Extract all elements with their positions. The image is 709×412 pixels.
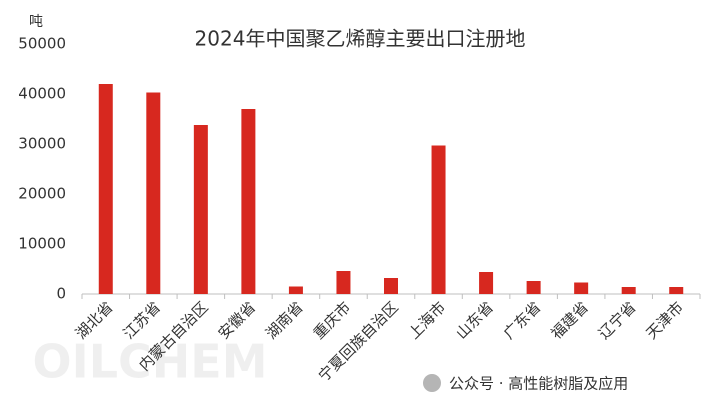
chart-title: 2024年中国聚乙烯醇主要出口注册地 <box>195 27 526 51</box>
bar <box>193 125 208 294</box>
wechat-icon <box>423 374 441 392</box>
bar <box>431 145 446 294</box>
y-tick-label: 30000 <box>18 135 66 153</box>
bar <box>621 287 636 294</box>
footer-note: 公众号 · 高性能树脂及应用 <box>449 375 628 393</box>
y-axis-label: 吨 <box>29 14 43 30</box>
bar <box>288 286 303 294</box>
watermark: OILCHEM <box>33 335 268 389</box>
bar <box>669 287 684 294</box>
x-tick-label: 上海市 <box>405 298 450 343</box>
x-tick-label: 山东省 <box>452 298 497 343</box>
y-tick-label: 20000 <box>18 185 66 203</box>
y-tick-label: 40000 <box>18 85 66 103</box>
x-tick-label: 重庆市 <box>310 298 355 343</box>
bar <box>384 278 398 294</box>
x-tick-label: 辽宁省 <box>595 298 640 343</box>
bar <box>574 282 589 294</box>
y-tick-label: 10000 <box>18 235 66 253</box>
bar <box>526 281 541 294</box>
x-tick-label: 广东省 <box>500 298 545 343</box>
bar <box>146 92 161 294</box>
bar <box>336 271 351 294</box>
bar <box>479 272 494 294</box>
x-tick-label: 湖南省 <box>262 298 307 343</box>
y-tick-label: 0 <box>56 285 66 303</box>
bar <box>241 109 256 294</box>
x-tick-label: 天津市 <box>643 298 688 343</box>
x-tick-label: 福建省 <box>547 298 592 343</box>
y-tick-label: 50000 <box>18 35 66 53</box>
bar <box>98 84 113 294</box>
